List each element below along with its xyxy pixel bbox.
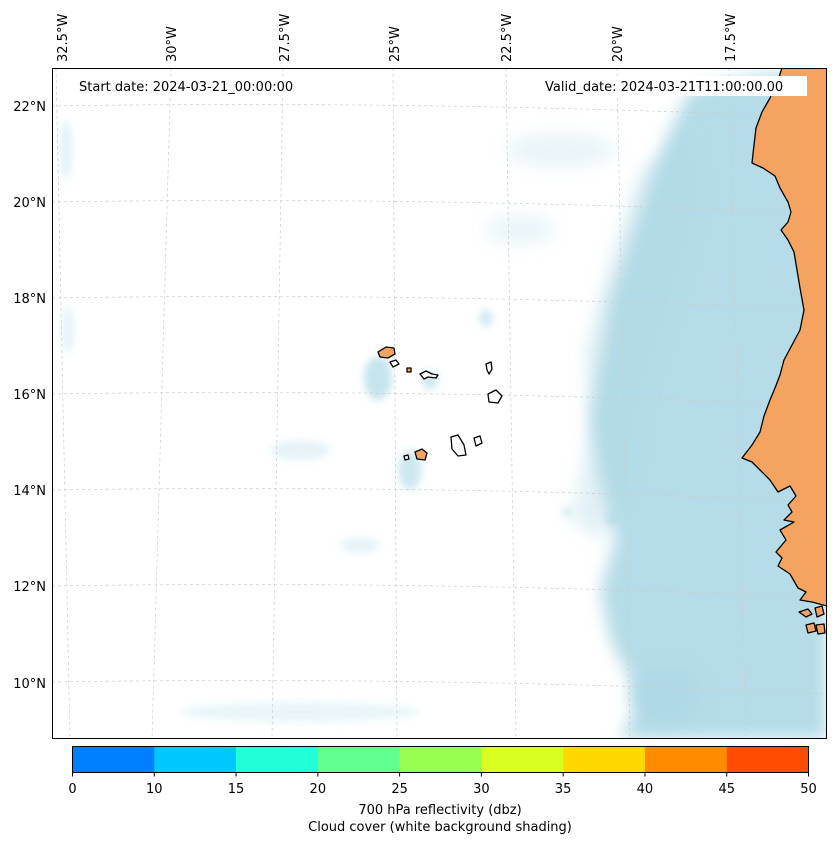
colorbar-segment [481, 746, 564, 773]
island-santiago [450, 434, 467, 457]
lon-label-20: 20°W [611, 26, 626, 62]
island-santo-antao [377, 346, 396, 359]
cloud-patch-small-1 [480, 309, 492, 327]
island-sao-vicente [389, 359, 400, 368]
colorbar-segment [236, 746, 319, 773]
parallel-14 [52, 488, 827, 503]
parallel-20 [52, 200, 827, 215]
island-sal [485, 361, 493, 375]
parallel-12 [52, 584, 827, 599]
cloud-patch-southwest [270, 440, 330, 460]
meridian-22-5 [505, 68, 517, 739]
cloud-patch-southeast [630, 667, 700, 723]
colorbar-label-cloud-cover: Cloud cover (white background shading) [308, 820, 572, 835]
colorbar-segment [726, 746, 809, 773]
cloud-patch-top-right [505, 132, 615, 168]
graticule [52, 68, 827, 739]
coast-island-2 [814, 605, 825, 618]
colorbar-tick-label: 30 [473, 782, 490, 797]
cloud-patch-small-3 [563, 506, 571, 518]
meridian-17-5 [728, 68, 747, 739]
colorbar: 0 10 15 20 25 30 35 40 45 50 700 hPa reflectivity… [68, 746, 817, 835]
colorbar-tick-label: 45 [718, 782, 735, 797]
lon-label-22-5: 22.5°W [500, 14, 515, 62]
cloud-patch-islands-south [398, 450, 422, 490]
map-panel [52, 68, 827, 739]
parallel-18 [52, 296, 827, 311]
island-maio [473, 435, 483, 447]
island-sao-nicolau [419, 370, 439, 380]
lat-label-16: 16°N [13, 388, 46, 403]
colorbar-segments [72, 746, 809, 773]
coast-island-3 [805, 622, 817, 634]
colorbar-tick-label: 15 [228, 782, 245, 797]
island-santa-luzia [406, 367, 412, 373]
cloud-patch-south-middle [340, 537, 380, 553]
parallel-10 [52, 680, 827, 695]
lon-label-30: 30°W [165, 26, 180, 62]
valid-date-text: Valid_date: 2024-03-21T11:00:00.00 [545, 80, 783, 95]
colorbar-segment [563, 746, 646, 773]
lon-label-25: 25°W [388, 26, 403, 62]
coast-island-4 [815, 623, 826, 635]
colorbar-tick-label: 25 [391, 782, 408, 797]
start-date-text: Start date: 2024-03-21_00:00:00 [79, 80, 293, 95]
colorbar-tick-label: 10 [146, 782, 163, 797]
meridian-32-5 [55, 68, 71, 739]
lon-label-32-5: 32.5°W [56, 14, 71, 62]
lon-label-27-5: 27.5°W [278, 14, 293, 62]
colorbar-segment [644, 746, 728, 773]
colorbar-tick-label: 20 [310, 782, 327, 797]
cloud-patch-west-strip [60, 120, 72, 180]
valid-date-box [539, 76, 807, 96]
colorbar-segment [317, 746, 401, 773]
cloud-patch-islands-north [364, 356, 392, 400]
island-brava [403, 454, 410, 461]
colorbar-ticks: 0 10 15 20 25 30 35 40 45 50 [68, 772, 817, 797]
latitude-labels: 22°N 20°N 18°N 16°N 14°N 12°N 10°N [13, 100, 46, 692]
lat-label-18: 18°N [13, 292, 46, 307]
start-date-box [72, 76, 312, 96]
colorbar-tick-label: 40 [637, 782, 654, 797]
lat-label-10: 10°N [13, 677, 46, 692]
coast-island-1 [798, 608, 813, 618]
meridian-30 [151, 68, 172, 739]
colorbar-tick-label: 35 [555, 782, 572, 797]
meridian-25 [392, 68, 398, 739]
lat-label-14: 14°N [13, 484, 46, 499]
cloud-patch-bottom [180, 702, 420, 722]
meridian-27-5 [271, 68, 284, 739]
cloud-patch-small-2 [606, 510, 620, 526]
lat-label-20: 20°N [13, 196, 46, 211]
cloud-patch-center-east [485, 215, 555, 245]
parallel-22 [52, 104, 827, 119]
lat-label-12: 12°N [13, 580, 46, 595]
colorbar-segment [399, 746, 482, 773]
colorbar-segment [72, 746, 155, 773]
longitude-labels: 32.5°W 30°W 27.5°W 25°W 22.5°W 20°W 17.5… [56, 14, 739, 62]
map-frame [52, 68, 827, 739]
cloud-patch-west-strip-2 [62, 305, 74, 355]
colorbar-frame [72, 746, 809, 773]
colorbar-segment [154, 746, 237, 773]
island-fogo [414, 448, 428, 461]
colorbar-tick-label: 50 [800, 782, 817, 797]
parallel-16 [52, 392, 827, 407]
lon-label-17-5: 17.5°W [724, 14, 739, 62]
land-areas [377, 68, 827, 635]
lat-label-22: 22°N [13, 100, 46, 115]
island-boa-vista [487, 389, 503, 404]
cloud-band-fringe [570, 130, 700, 540]
african-coast-landmass [741, 68, 827, 607]
colorbar-tick-label: 0 [68, 782, 76, 797]
cloud-cover-shading [60, 75, 827, 739]
colorbar-label-reflectivity: 700 hPa reflectivity (dbz) [358, 803, 521, 818]
meridian-20 [616, 68, 631, 739]
